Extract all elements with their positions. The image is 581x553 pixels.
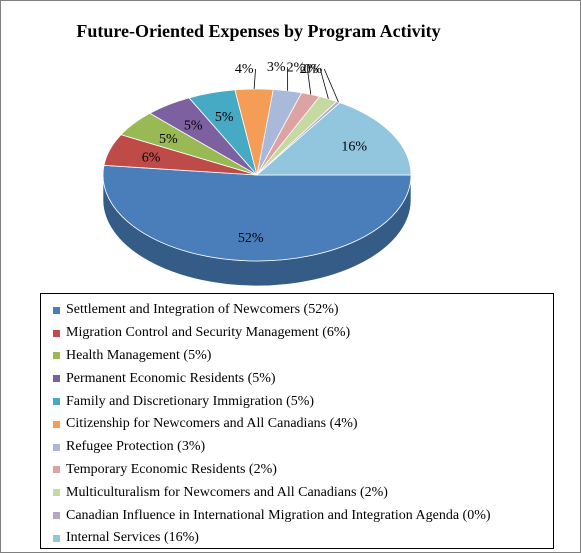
legend-label: Internal Services (16%) <box>66 530 199 546</box>
legend-label: Multiculturalism for Newcomers and All C… <box>66 484 388 500</box>
legend-item: Citizenship for Newcomers and All Canadi… <box>41 413 553 436</box>
slice-label-6: 3% <box>267 60 286 75</box>
slice-label-7: 2% <box>287 61 306 76</box>
legend-swatch <box>53 306 60 314</box>
legend-item: Migration Control and Security Managemen… <box>41 322 553 345</box>
legend-item: Multiculturalism for Newcomers and All C… <box>41 481 553 504</box>
legend-item: Settlement and Integration of Newcomers … <box>41 299 553 322</box>
legend-item: Canadian Influence in International Migr… <box>41 504 553 527</box>
leader-line-8 <box>319 68 329 99</box>
slice-label-2: 5% <box>159 132 178 147</box>
legend-item: Permanent Economic Residents (5%) <box>41 367 553 390</box>
legend-swatch <box>53 534 60 542</box>
slice-label-8: 2% <box>300 62 319 77</box>
legend-swatch <box>53 443 60 451</box>
slice-label-3: 5% <box>184 118 203 133</box>
legend-label: Refugee Protection (3%) <box>66 439 206 455</box>
legend-item: Internal Services (16%) <box>41 527 553 550</box>
legend-swatch <box>53 420 60 428</box>
legend-swatch <box>53 375 60 383</box>
legend-label: Permanent Economic Residents (5%) <box>66 370 276 386</box>
legend-swatch <box>53 512 60 520</box>
legend-swatch <box>53 466 60 474</box>
legend-swatch <box>53 398 60 406</box>
legend-label: Settlement and Integration of Newcomers … <box>66 302 339 318</box>
pie-slice-10 <box>255 102 412 176</box>
slice-label-9: 0% <box>304 62 323 77</box>
slice-label-10: 16% <box>341 139 367 154</box>
legend-item: Refugee Protection (3%) <box>41 436 553 459</box>
slice-label-5: 4% <box>235 62 254 77</box>
slice-label-1: 6% <box>142 151 161 166</box>
leader-line-9 <box>323 68 339 103</box>
legend-label: Citizenship for Newcomers and All Canadi… <box>66 416 358 432</box>
legend-swatch <box>53 329 60 337</box>
slice-label-0: 52% <box>238 231 264 246</box>
pie-slice-0 <box>102 164 412 262</box>
legend-label: Family and Discretionary Immigration (5%… <box>66 393 315 409</box>
legend-label: Health Management (5%) <box>66 347 212 363</box>
legend-item: Health Management (5%) <box>41 345 553 368</box>
pie-chart: 52%6%5%5%5%4% 3% 2%2%0%16% <box>102 60 412 287</box>
slice-label-4: 5% <box>215 110 234 125</box>
legend-label: Migration Control and Security Managemen… <box>66 325 351 341</box>
legend-label: Canadian Influence in International Migr… <box>66 507 491 523</box>
chart-title: Future-Oriented Expenses by Program Acti… <box>76 21 441 41</box>
legend-swatch <box>53 489 60 497</box>
legend: Settlement and Integration of Newcomers … <box>40 293 554 549</box>
leader-line-7 <box>306 67 312 95</box>
legend-swatch <box>53 352 60 360</box>
legend-label: Temporary Economic Residents (2%) <box>66 461 277 477</box>
legend-item: Family and Discretionary Immigration (5%… <box>41 390 553 413</box>
leader-line-5 <box>253 68 256 90</box>
legend-item: Temporary Economic Residents (2%) <box>41 459 553 482</box>
